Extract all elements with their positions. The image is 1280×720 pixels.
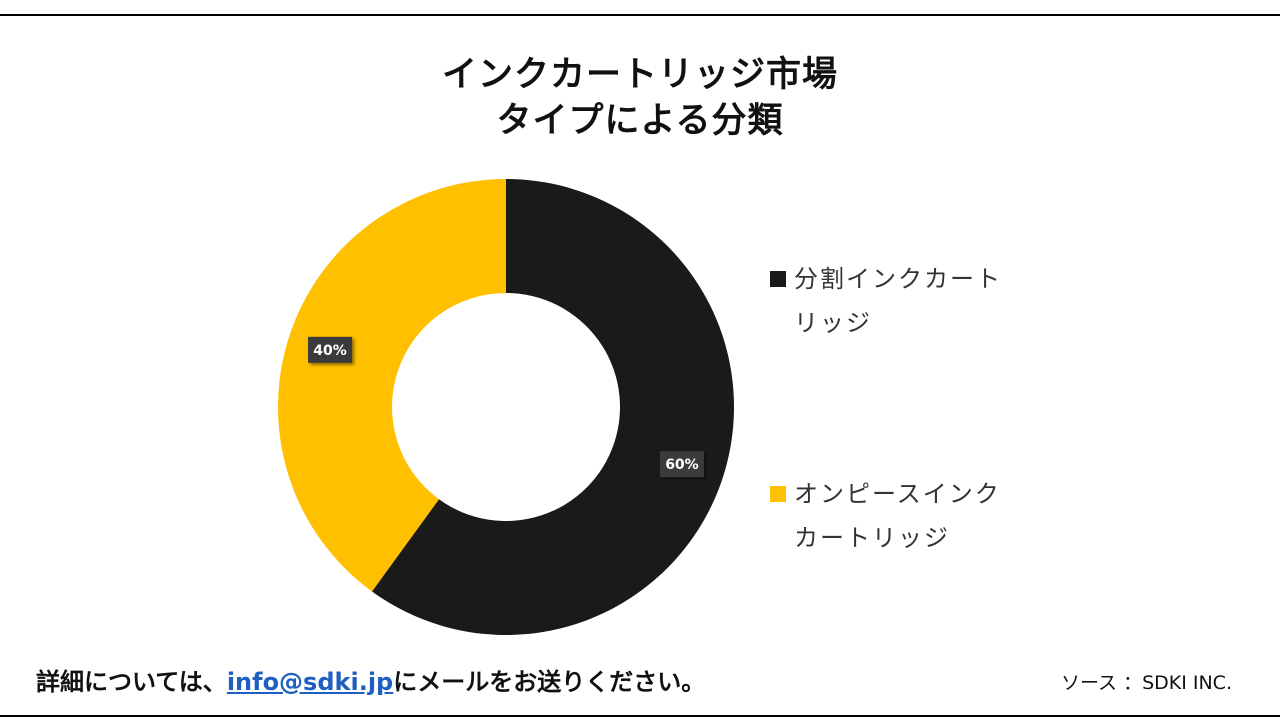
contact-prefix: 詳細については、 [36, 668, 227, 696]
data-label-box [659, 451, 704, 478]
top-rule [0, 14, 1280, 16]
chart-title: インクカートリッジ市場 タイプによる分類 [0, 52, 1280, 144]
legend-item-split-cartridge: 分割インクカートリッジ [770, 257, 1030, 345]
chart-title-line-2: タイプによる分類 [496, 101, 784, 141]
contact-suffix: にメールをお送りください。 [393, 668, 706, 696]
chart-title-line-1: インクカートリッジ市場 [441, 55, 838, 95]
legend-label-split: 分割インクカートリッジ [794, 265, 1002, 337]
data-label-split-cartridge: 60% [659, 451, 704, 478]
legend-item-one-piece-cartridge: オンピースインクカートリッジ [770, 472, 1030, 560]
contact-email-link[interactable]: info@sdki.jp [226, 668, 394, 696]
legend-swatch-split [770, 271, 786, 287]
data-label-box [308, 336, 353, 363]
contact-note: 詳細については、info@sdki.jpにメールをお送りください。 [36, 662, 705, 697]
data-label-text: 60% [665, 457, 699, 473]
legend-label-one-piece: オンピースインクカートリッジ [794, 480, 1001, 552]
slice-one-piece-cartridge [277, 179, 506, 592]
legend-swatch-one-piece [770, 486, 786, 502]
data-label-text: 40% [313, 343, 347, 359]
source-note: ソース ：SDKI INC. [1060, 672, 1232, 694]
data-label-one-piece-cartridge: 40% [308, 336, 353, 363]
bottom-rule [0, 715, 1280, 717]
slice-split-cartridge [371, 179, 734, 635]
